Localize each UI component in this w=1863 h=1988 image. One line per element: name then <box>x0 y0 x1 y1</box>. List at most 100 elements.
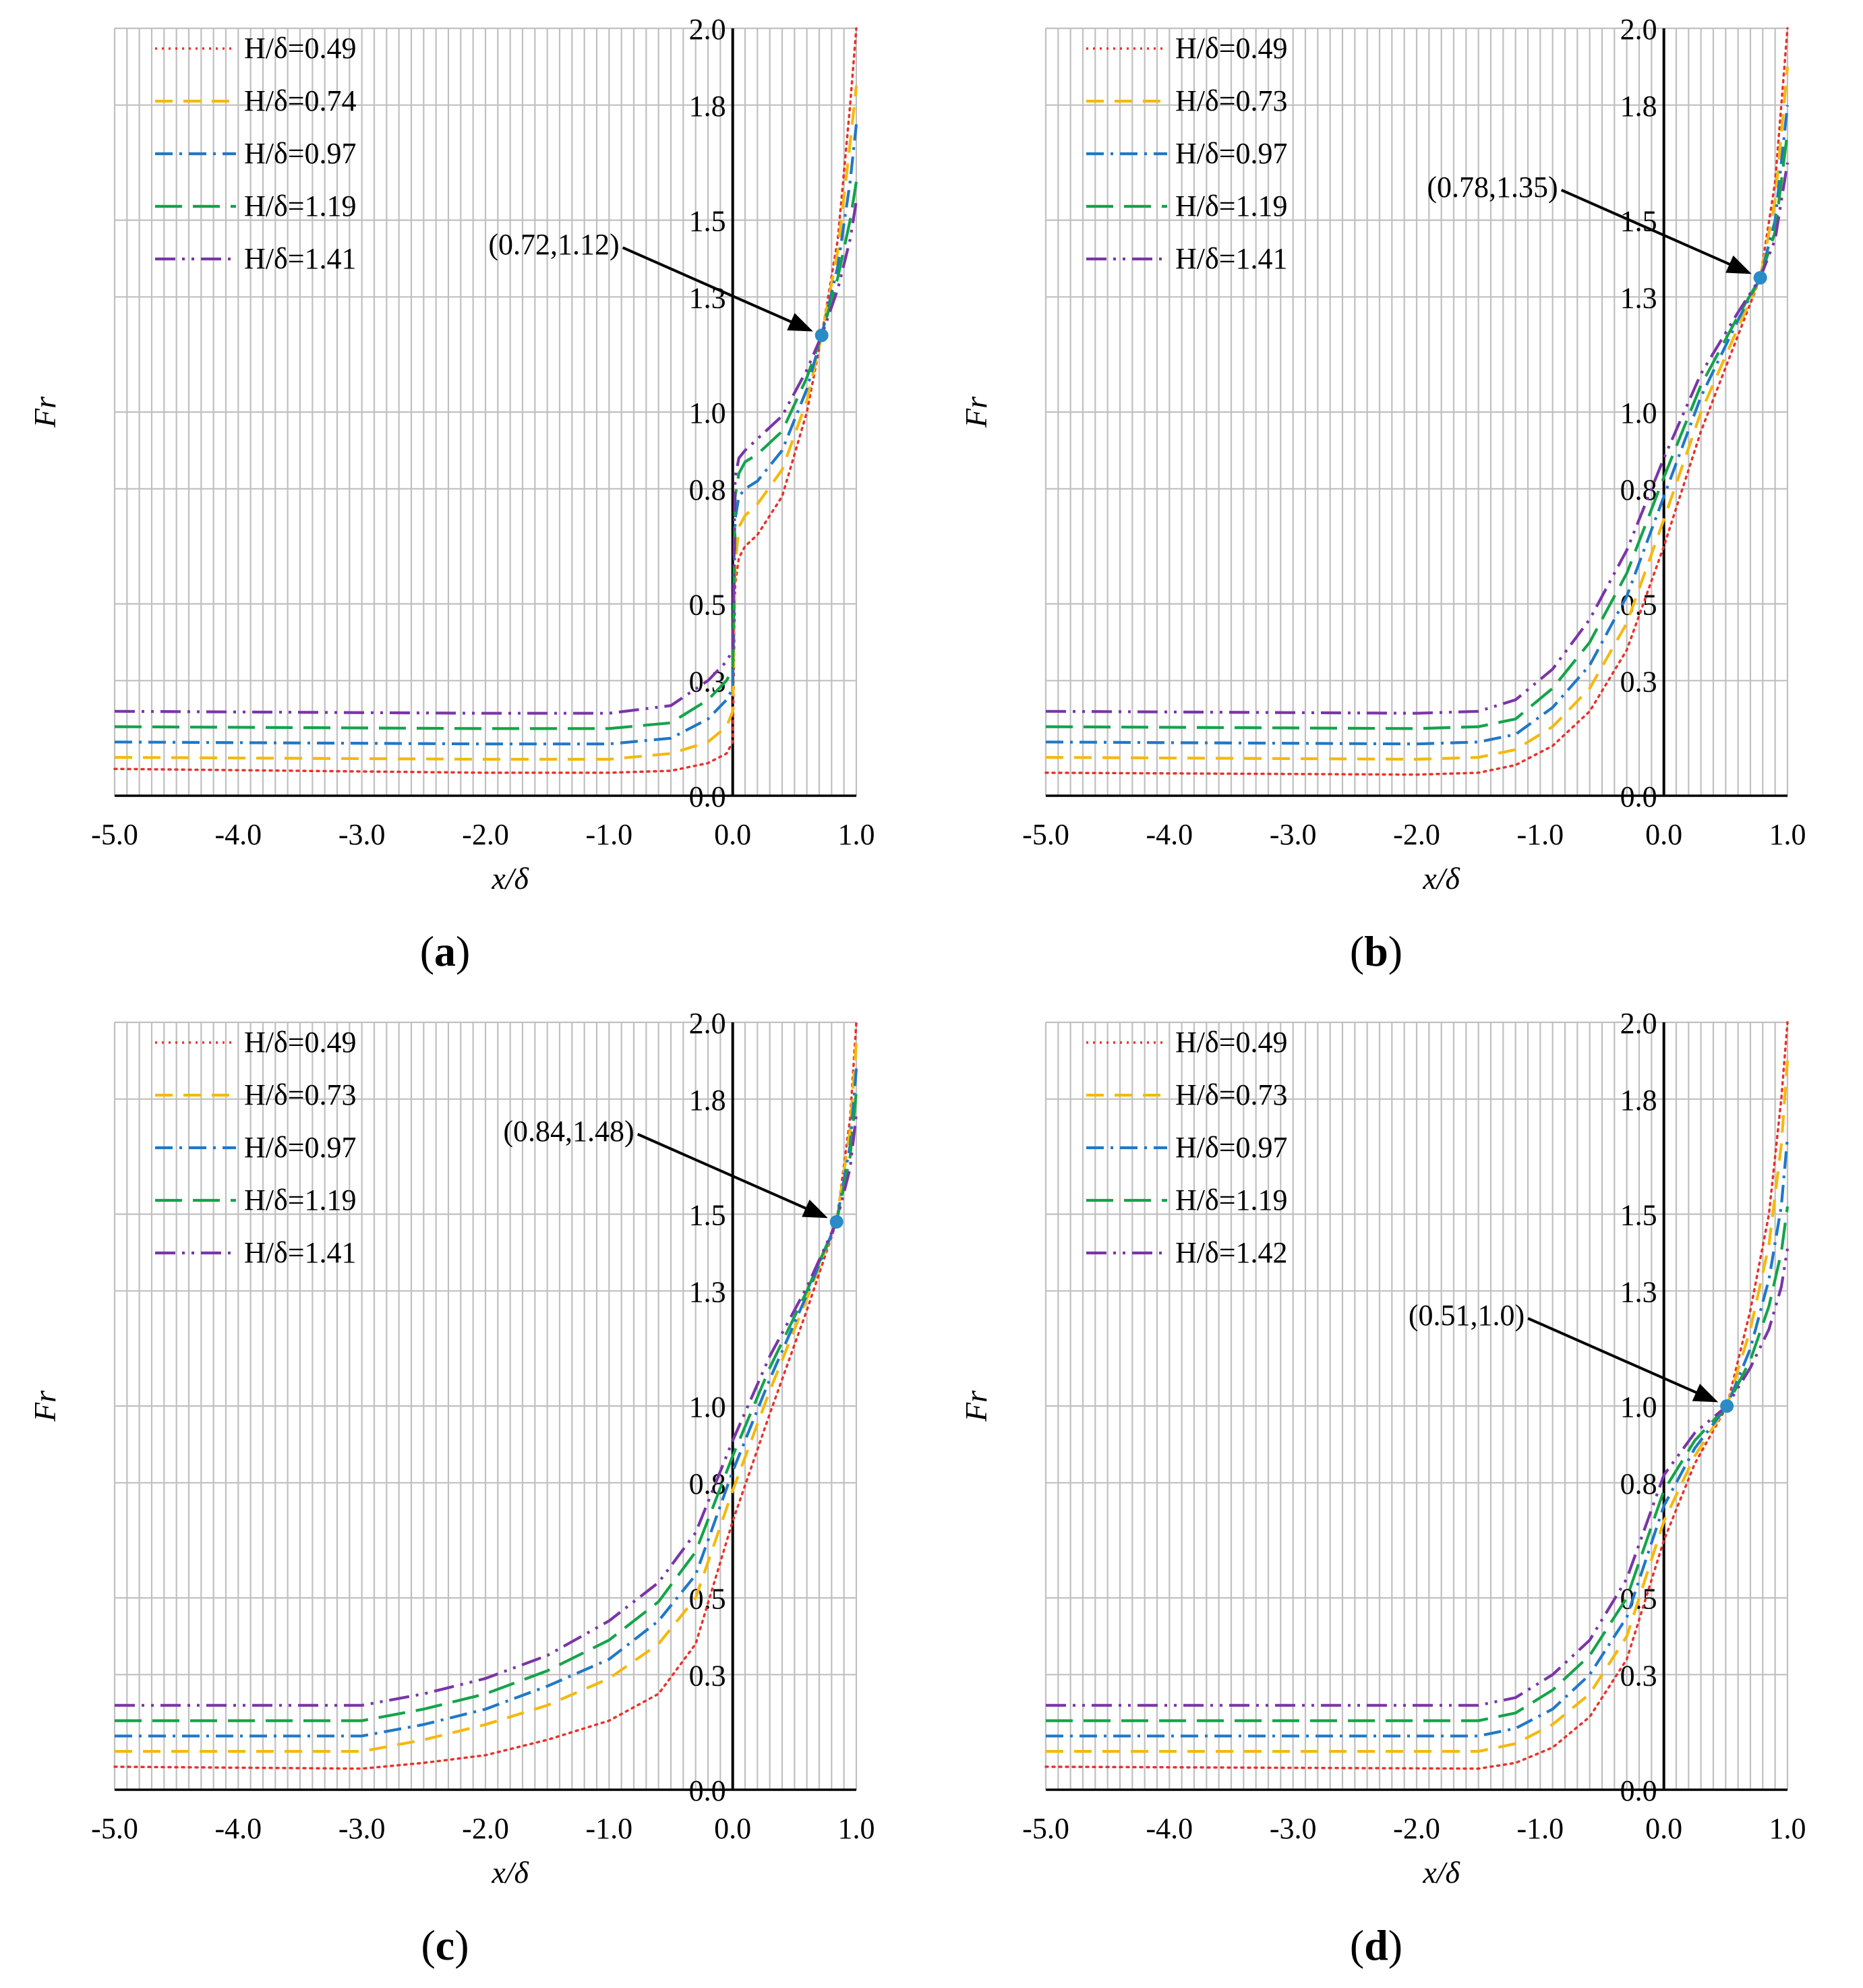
x-tick-label: -5.0 <box>91 818 138 851</box>
y-tick-label: 0.3 <box>1620 1659 1657 1692</box>
y-tick-label: 1.3 <box>1620 281 1657 314</box>
y-tick-label: 1.5 <box>1620 205 1657 238</box>
y-tick-label: 0.3 <box>1620 665 1657 698</box>
series-line-3 <box>1046 1137 1790 1738</box>
legend-label: H/δ=1.19 <box>244 1183 357 1217</box>
annotation-point <box>1753 270 1767 285</box>
grid <box>1044 27 1789 797</box>
y-tick-label: 1.8 <box>689 90 726 123</box>
legend-label: H/δ=0.74 <box>244 84 357 117</box>
x-tick-label: -1.0 <box>586 1812 633 1845</box>
annotation-label: (0.51,1.0) <box>1409 1299 1525 1332</box>
y-tick-label: 1.5 <box>1620 1199 1657 1232</box>
annotation-arrowhead <box>802 1199 828 1219</box>
legend: H/δ=0.49 H/δ=0.73 H/δ=0.97 H/δ=1.19 H/δ=1.41 <box>1086 32 1288 275</box>
legend-label: H/δ=1.41 <box>1175 242 1288 275</box>
legend-label: H/δ=0.97 <box>244 1131 357 1164</box>
x-tick-label: -2.0 <box>462 1812 509 1845</box>
annotation-arrow <box>637 1133 814 1213</box>
legend-label: H/δ=0.73 <box>1175 84 1288 117</box>
y-tick-label: 0.0 <box>1620 1774 1657 1807</box>
y-axis-label: Fr <box>959 396 993 428</box>
x-tick-label: -1.0 <box>586 818 633 851</box>
x-tick-label: -5.0 <box>91 1812 138 1845</box>
y-tick-label: 1.3 <box>689 281 726 314</box>
annotation-arrowhead <box>1692 1384 1719 1403</box>
x-axis-label: x/δ <box>491 1855 529 1890</box>
legend-label: H/δ=1.19 <box>244 189 357 223</box>
chart-svg: -5.0 -4.0 -3.0 -2.0 -1.0 0.0 1.00.00.30.50.81.… <box>28 13 875 975</box>
x-tick-label: 0.0 <box>1645 818 1682 851</box>
series-line-5 <box>114 200 858 715</box>
annotation-point <box>815 328 829 343</box>
y-tick-label: 1.8 <box>1620 90 1657 123</box>
grid <box>113 27 858 797</box>
x-tick-label: -4.0 <box>1146 818 1193 851</box>
annotation-arrowhead <box>787 313 813 332</box>
x-axis-label: x/δ <box>1422 861 1460 896</box>
x-tick-label: -1.0 <box>1517 1812 1564 1845</box>
y-tick-label: 2.0 <box>689 1007 726 1040</box>
annotation-label: (0.72,1.12) <box>488 228 619 261</box>
y-tick-label: 0.8 <box>689 473 726 506</box>
grid <box>113 1021 858 1791</box>
annotation-label: (0.84,1.48) <box>503 1115 634 1148</box>
legend: H/δ=0.49 H/δ=0.74 H/δ=0.97 H/δ=1.19 H/δ=1.41 <box>155 32 357 275</box>
series-line-2 <box>115 1041 858 1753</box>
x-tick-label: 0.0 <box>1645 1812 1682 1845</box>
legend-label: H/δ=1.41 <box>244 1236 357 1269</box>
panel-caption: (b) <box>1350 927 1402 975</box>
series-line-2 <box>1045 66 1790 761</box>
y-tick-label: 1.3 <box>1620 1275 1657 1308</box>
y-tick-label: 1.5 <box>689 1199 726 1232</box>
y-tick-label: 0.8 <box>1620 1467 1657 1500</box>
y-tick-label: 1.0 <box>1620 1391 1657 1424</box>
x-tick-label: -3.0 <box>338 818 386 851</box>
annotation-arrow <box>1527 1317 1705 1397</box>
y-tick-label: 0.3 <box>689 1659 726 1692</box>
x-axis-label: x/δ <box>1422 1855 1460 1890</box>
series-line-5 <box>115 1114 858 1707</box>
panel-caption-letter: b <box>1364 927 1388 975</box>
series-line-3 <box>115 1068 858 1738</box>
x-tick-label: -2.0 <box>1393 1812 1440 1845</box>
y-axis-label: Fr <box>28 1390 62 1422</box>
series-line-1 <box>1044 1021 1789 1770</box>
x-tick-label: 1.0 <box>1769 1812 1806 1845</box>
x-tick-label: 0.0 <box>714 1812 751 1845</box>
x-tick-label: -5.0 <box>1022 1812 1069 1845</box>
x-tick-label: -2.0 <box>462 818 509 851</box>
x-tick-label: -3.0 <box>1270 1812 1317 1845</box>
x-tick-label: -4.0 <box>215 1812 262 1845</box>
x-tick-label: 1.0 <box>838 818 875 851</box>
panel-caption: (c) <box>421 1921 469 1969</box>
legend-label: H/δ=1.41 <box>244 242 357 275</box>
y-tick-label: 1.0 <box>689 1391 726 1424</box>
legend-label: H/δ=1.42 <box>1175 1236 1288 1269</box>
y-tick-label: 2.0 <box>1620 13 1657 46</box>
legend-label: H/δ=0.97 <box>1175 1131 1288 1164</box>
x-tick-label: 1.0 <box>1769 818 1806 851</box>
chart-svg: -5.0 -4.0 -3.0 -2.0 -1.0 0.0 1.00.00.30.50.81.… <box>959 13 1806 975</box>
x-tick-label: -2.0 <box>1393 818 1440 851</box>
legend-label: H/δ=0.49 <box>244 32 357 65</box>
annotation-arrow <box>622 246 799 326</box>
x-tick-label: -4.0 <box>1146 1812 1193 1845</box>
legend-label: H/δ=1.19 <box>1175 189 1288 223</box>
series-line-5 <box>1046 1248 1790 1707</box>
legend-label: H/δ=0.49 <box>1175 32 1288 65</box>
x-tick-label: -3.0 <box>338 1812 386 1845</box>
y-tick-label: 1.5 <box>689 205 726 238</box>
legend-label: H/δ=0.49 <box>1175 1026 1288 1059</box>
y-tick-label: 2.0 <box>1620 1007 1657 1040</box>
x-tick-label: 1.0 <box>838 1812 875 1845</box>
legend-label: H/δ=0.97 <box>1175 137 1288 170</box>
chart-panel-b: -5.0 -4.0 -3.0 -2.0 -1.0 0.0 1.0 0.0 0.3 0.5 0.8 1.… <box>931 0 1862 994</box>
y-tick-label: 0.0 <box>689 780 726 813</box>
annotation-label: (0.78,1.35) <box>1427 171 1558 204</box>
legend-label: H/δ=0.49 <box>244 1026 357 1059</box>
series-line-4 <box>1045 131 1790 730</box>
annotation-point <box>829 1215 844 1229</box>
chart-svg: -5.0 -4.0 -3.0 -2.0 -1.0 0.0 1.00.00.30.50.81.… <box>959 1007 1806 1969</box>
panel-caption: (a) <box>420 927 471 975</box>
